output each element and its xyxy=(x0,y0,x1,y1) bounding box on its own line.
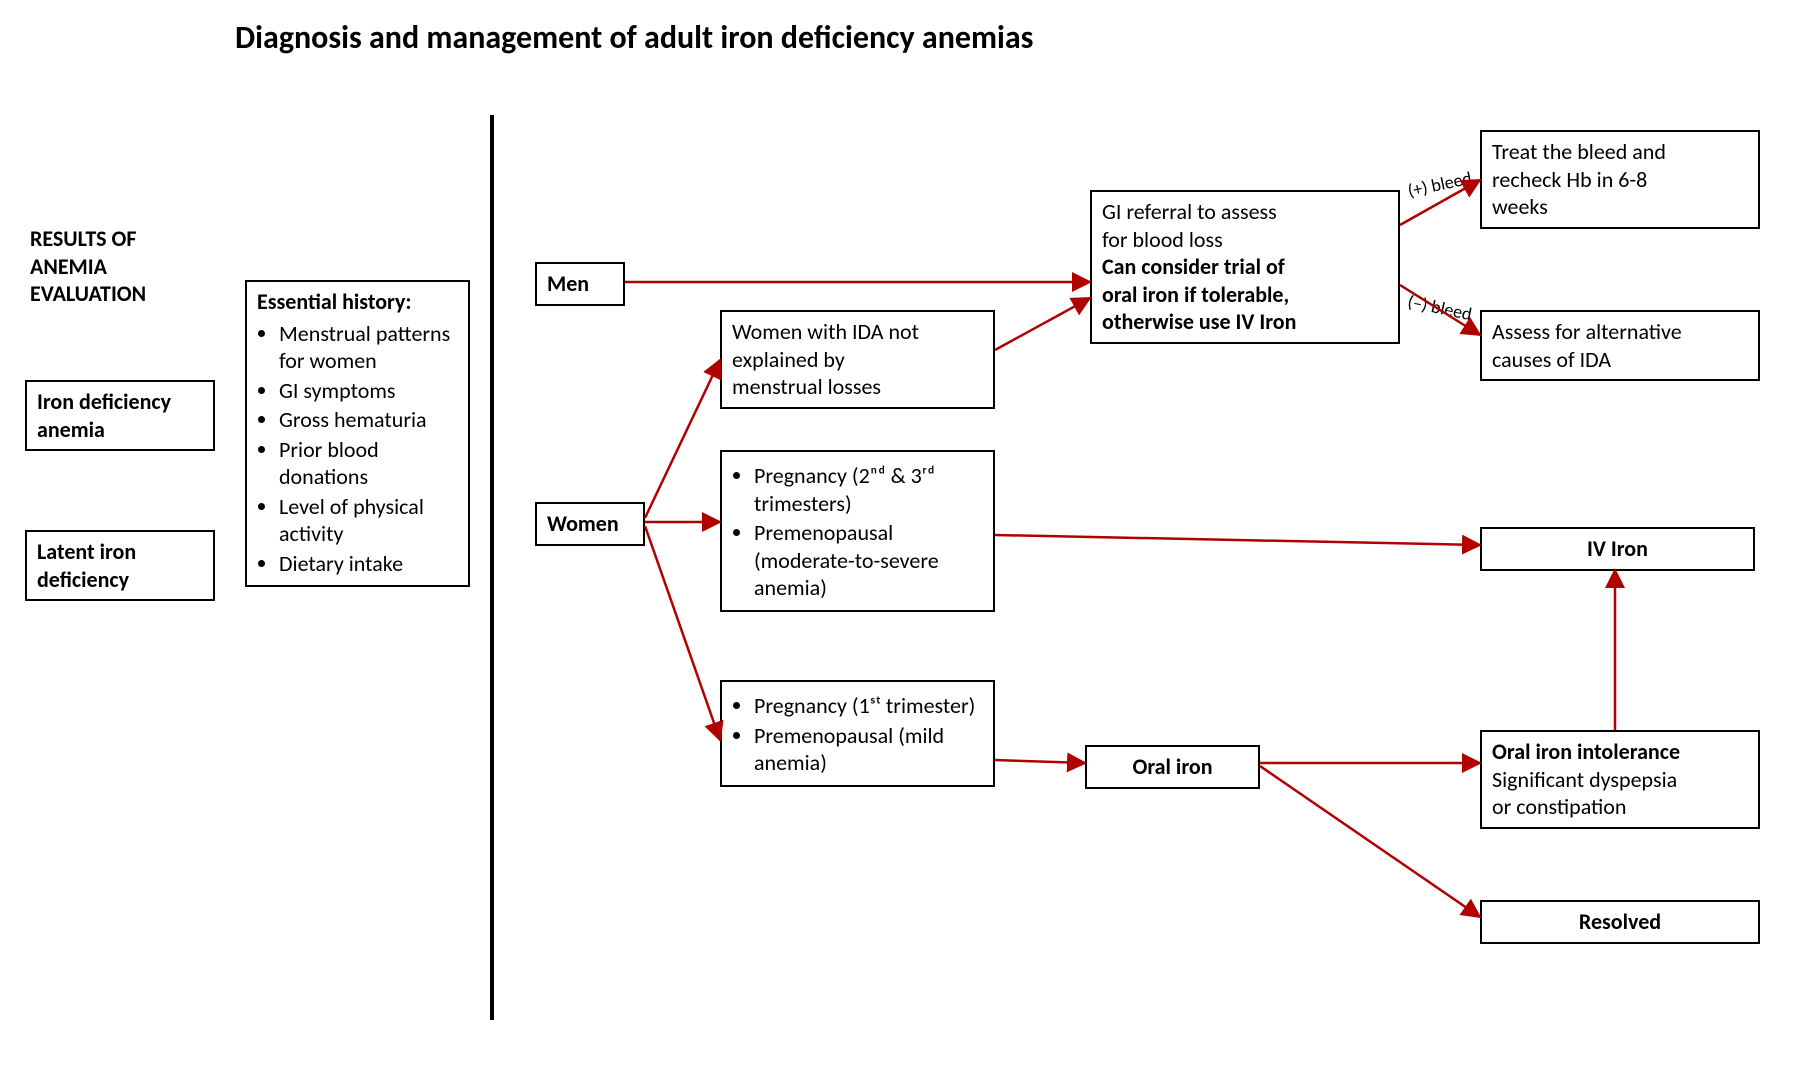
history-item-0: Menstrual patterns for women xyxy=(279,320,458,375)
gi-l4: oral iron if tolerable, xyxy=(1102,281,1289,308)
edge-label-pos-bleed: (+) bleed xyxy=(1406,167,1474,203)
preg1-item-0: Pregnancy (1ˢᵗ trimester) xyxy=(754,692,983,720)
box-oral-iron-intolerance: Oral iron intolerance Significant dyspep… xyxy=(1480,730,1760,829)
box-pregnancy-2-3: Pregnancy (2ⁿᵈ & 3ʳᵈ trimesters) Premeno… xyxy=(720,450,995,612)
aa-l1: Assess for alternative xyxy=(1492,318,1682,345)
edge-label-neg-bleed: (–) bleed xyxy=(1406,290,1474,326)
box-oral-iron: Oral iron xyxy=(1085,745,1260,789)
preg23-item-1: Premenopausal (moderate-to-severe anemia… xyxy=(754,519,983,602)
tb-l1: Treat the bleed and xyxy=(1492,138,1666,165)
history-title: Essential history: xyxy=(257,288,411,315)
results-heading-l1: RESULTS OF xyxy=(30,225,137,252)
gi-l3: Can consider trial of xyxy=(1102,253,1285,280)
box-gi-referral: GI referral to assess for blood loss Can… xyxy=(1090,190,1400,344)
intol-l1: Oral iron intolerance xyxy=(1492,738,1680,765)
results-heading: RESULTS OF ANEMIA EVALUATION xyxy=(30,225,146,308)
latent-l1: Latent iron xyxy=(37,538,136,565)
tb-l3: weeks xyxy=(1492,193,1548,220)
wida-l1: Women with IDA not xyxy=(732,318,919,345)
results-heading-l2: ANEMIA xyxy=(30,253,107,280)
box-assess-alternative: Assess for alternative causes of IDA xyxy=(1480,310,1760,381)
box-latent-iron-deficiency: Latent iron deficiency xyxy=(25,530,215,601)
history-item-4: Level of physical activity xyxy=(279,493,458,548)
ida-l1: Iron deficiency xyxy=(37,388,171,415)
section-divider xyxy=(490,115,494,1020)
box-treat-bleed: Treat the bleed and recheck Hb in 6-8 we… xyxy=(1480,130,1760,229)
wida-l3: menstrual losses xyxy=(732,373,881,400)
intol-l2: Significant dyspepsia xyxy=(1492,766,1677,793)
preg1-item-1: Premenopausal (mild anemia) xyxy=(754,722,983,777)
results-heading-l3: EVALUATION xyxy=(30,280,146,307)
box-resolved: Resolved xyxy=(1480,900,1760,944)
aa-l2: causes of IDA xyxy=(1492,346,1611,373)
box-essential-history: Essential history: Menstrual patterns fo… xyxy=(245,280,470,587)
latent-l2: deficiency xyxy=(37,566,129,593)
preg23-item-0: Pregnancy (2ⁿᵈ & 3ʳᵈ trimesters) xyxy=(754,462,983,517)
intol-l3: or constipation xyxy=(1492,793,1626,820)
wida-l2: explained by xyxy=(732,346,845,373)
history-item-3: Prior blood donations xyxy=(279,436,458,491)
ida-l2: anemia xyxy=(37,416,105,443)
box-iv-iron: IV Iron xyxy=(1480,527,1755,571)
box-women-ida-unexplained: Women with IDA not explained by menstrua… xyxy=(720,310,995,409)
gi-l2: for blood loss xyxy=(1102,226,1223,253)
box-pregnancy-1: Pregnancy (1ˢᵗ trimester) Premenopausal … xyxy=(720,680,995,787)
history-item-1: GI symptoms xyxy=(279,377,458,405)
gi-l1: GI referral to assess xyxy=(1102,198,1277,225)
history-item-5: Dietary intake xyxy=(279,550,458,578)
box-iron-deficiency-anemia: Iron deficiency anemia xyxy=(25,380,215,451)
box-women: Women xyxy=(535,502,645,546)
tb-l2: recheck Hb in 6-8 xyxy=(1492,166,1647,193)
history-item-2: Gross hematuria xyxy=(279,406,458,434)
box-men: Men xyxy=(535,262,625,306)
page-title: Diagnosis and management of adult iron d… xyxy=(235,18,1033,57)
gi-l5: otherwise use IV Iron xyxy=(1102,308,1296,335)
